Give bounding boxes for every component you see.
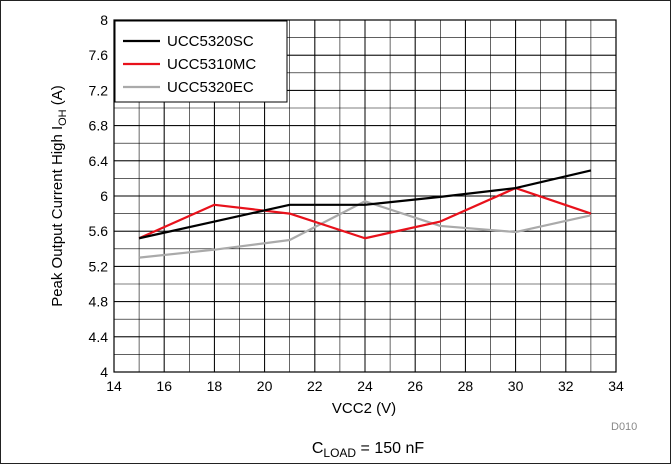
legend-label: UCC5320SC: [167, 33, 254, 50]
figure-code: D010: [611, 421, 637, 433]
series-line-ucc5320sc: [138, 169, 592, 240]
y-axis-label-suffix: (A): [49, 85, 66, 109]
y-tick-label: 4: [100, 364, 108, 380]
x-tick-label: 26: [407, 378, 423, 394]
series-line-ucc5320ec: [138, 200, 592, 259]
y-axis-label: Peak Output Current High IOH (A): [49, 85, 69, 307]
x-tick-label: 28: [458, 378, 474, 394]
x-axis-label: VCC2 (V): [332, 400, 396, 417]
y-tick-label: 6: [100, 188, 108, 204]
x-tick-label: 22: [307, 378, 323, 394]
x-tick-labels: 14 16 18 20 22 24 26 28 30 32 34: [106, 378, 624, 394]
y-axis-label-sub: OH: [57, 109, 69, 126]
y-tick-label: 6.8: [89, 118, 109, 134]
legend-box: [114, 20, 288, 103]
x-tick-label: 14: [106, 378, 122, 394]
caption-sub: LOAD: [323, 446, 356, 460]
caption-main: C: [312, 440, 324, 457]
caption-suffix: = 150 nF: [356, 440, 424, 457]
x-tick-label: 18: [207, 378, 223, 394]
x-tick-label: 30: [508, 378, 524, 394]
plot-border: [113, 19, 617, 373]
x-tick-label: 32: [558, 378, 574, 394]
x-tick-label: 24: [357, 378, 373, 394]
y-axis-label-main: Peak Output Current High I: [49, 126, 66, 307]
y-tick-label: 7.2: [89, 82, 109, 98]
y-tick-labels: 4 4.4 4.8 5.2 5.6 6 6.4 6.8 7.2 7.6 8: [89, 12, 109, 380]
series-layer: [138, 169, 592, 259]
caption: CLOAD = 150 nF: [312, 440, 425, 460]
y-tick-label: 4.8: [89, 294, 109, 310]
legend-label: UCC5310MC: [167, 56, 256, 73]
legend-label: UCC5320EC: [167, 79, 254, 96]
x-tick-label: 20: [257, 378, 273, 394]
y-tick-label: 5.2: [89, 258, 109, 274]
x-tick-label: 34: [608, 378, 624, 394]
legend: UCC5320SC UCC5310MC UCC5320EC: [114, 20, 288, 103]
y-tick-label: 4.4: [89, 329, 109, 345]
y-tick-label: 8: [100, 12, 108, 28]
y-tick-label: 7.6: [89, 47, 109, 63]
x-tick-label: 16: [156, 378, 172, 394]
y-tick-label: 5.6: [89, 223, 109, 239]
y-tick-label: 6.4: [89, 153, 109, 169]
